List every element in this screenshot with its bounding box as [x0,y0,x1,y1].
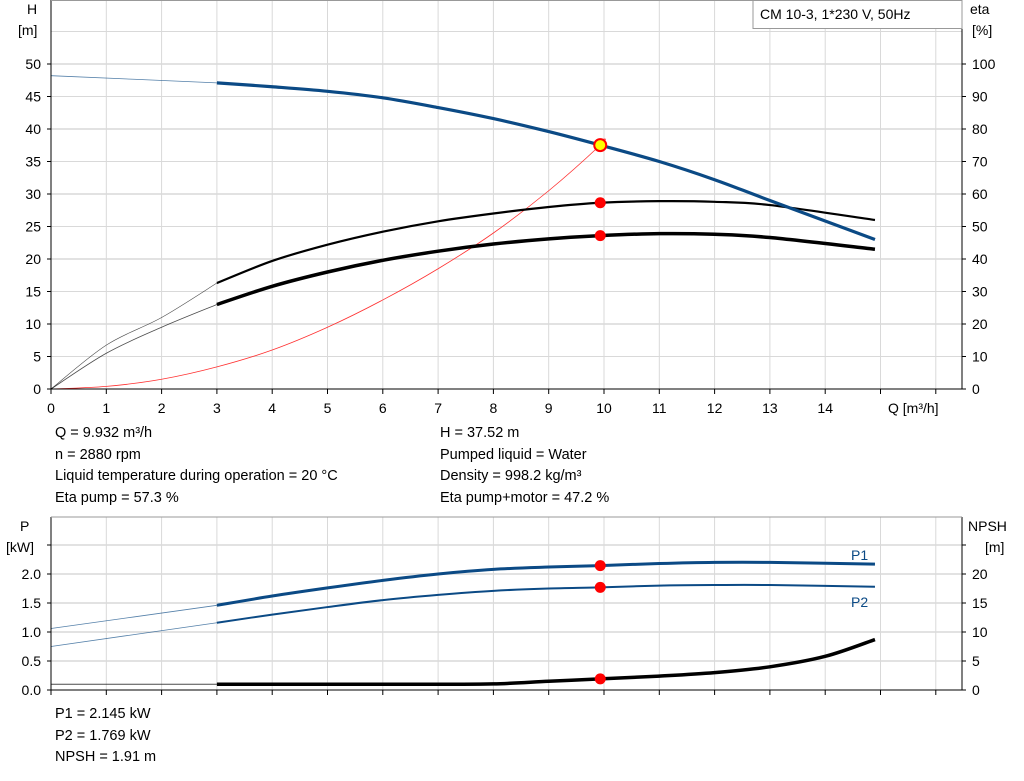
y-tick-label: 0.5 [22,653,42,669]
head-curve-thin [50,75,217,84]
y-tick-label: 25 [25,219,41,235]
npsh-curve [216,637,876,686]
info-eta-pump-motor: Eta pump+motor = 47.2 % [440,489,610,506]
x-tick-label: 11 [652,400,667,416]
p1-curve-thin [50,604,217,629]
x-tick-label: 4 [268,400,276,416]
duty-point-marker [593,138,608,153]
npsh-axis-label: NPSH [968,518,1007,534]
p1-series-label: P1 [851,547,868,563]
y2-tick-label: 90 [972,89,988,105]
info-liquid: Pumped liquid = Water [440,446,587,463]
y2-tick-label: 15 [972,595,988,611]
grid-bottom [51,517,962,690]
x-tick-label: 12 [707,400,723,416]
eta-pump-motor-curve [216,231,876,307]
pump-title: CM 10-3, 1*230 V, 50Hz [760,6,910,22]
duty-info-left: Q = 9.932 m³/h n = 2880 rpm Liquid tempe… [55,423,338,509]
x-tick-label: 3 [213,400,221,416]
h-axis-unit: [m] [18,22,37,38]
y2-tick-label: 20 [972,566,988,582]
p-axis-label: P [20,518,29,534]
x-tick-label: 10 [596,400,612,416]
y-tick-label: 35 [25,154,41,170]
y-tick-label: 45 [25,89,41,105]
npsh-duty-marker [594,673,606,685]
npsh-axis-unit: [m] [985,539,1004,555]
y-tick-label: 5 [33,349,41,365]
x-tick-label: 6 [379,400,387,416]
x-tick-label: 5 [324,400,332,416]
y2-tick-label: 0 [972,682,980,698]
x-tick-label: 0 [47,400,55,416]
y-tick-label: 10 [25,316,41,332]
y2-tick-label: 60 [972,186,988,202]
x-tick-label: 14 [817,400,833,416]
x-tick-label: 9 [545,400,553,416]
curves [50,75,876,686]
info-p1: P1 = 2.145 kW [55,706,151,722]
legend-box [752,0,963,29]
eta-pump-curve [216,199,876,285]
y2-tick-label: 80 [972,121,988,137]
p1-curve [216,560,875,607]
info-temperature: Liquid temperature during operation = 20… [55,468,338,484]
p2-curve-thin [50,622,217,647]
p2-duty-marker [594,581,606,593]
y2-tick-label: 50 [972,219,988,235]
p1-duty-marker [594,560,606,572]
y2-tick-label: 5 [972,653,980,669]
eta-axis-label: eta [970,1,990,17]
eta-axis-unit: [%] [972,22,992,38]
head-curve [216,81,876,242]
y2-tick-label: 10 [972,624,988,640]
y-tick-label: 1.0 [22,624,42,640]
eta-pump-motor-curve-thin [50,304,218,390]
p-axis-unit: [kW] [6,539,34,555]
x-tick-label: 7 [434,400,442,416]
y-tick-label: 2.0 [22,566,42,582]
info-npsh: NPSH = 1.91 m [55,749,157,765]
y2-tick-label: 20 [972,316,988,332]
info-speed: n = 2880 rpm [55,446,141,463]
y-tick-label: 15 [25,284,41,300]
duty-info-power: P1 = 2.145 kW P2 = 1.769 kW NPSH = 1.91 … [55,704,156,769]
y2-tick-label: 30 [972,284,988,300]
axes [47,0,966,695]
y-tick-label: 0.0 [22,682,42,698]
x-tick-label: 8 [490,400,498,416]
q-axis-label: Q [m³/h] [888,400,939,416]
x-tick-label: 2 [158,400,166,416]
p2-curve [216,583,875,624]
info-head: H = 37.52 m [440,425,520,441]
info-density: Density = 998.2 kg/m³ [440,468,582,484]
y2-tick-label: 70 [972,154,988,170]
eta-pump-duty-marker [594,197,606,209]
y2-tick-label: 40 [972,251,988,267]
h-axis-label: H [27,1,37,17]
eta-pump-curve-thin [50,282,218,390]
info-p2: P2 = 1.769 kW [55,727,151,744]
y2-tick-label: 100 [972,56,996,72]
y-tick-label: 1.5 [22,595,42,611]
y-tick-label: 40 [25,121,41,137]
x-tick-label: 13 [762,400,778,416]
system-curve [50,138,606,390]
y2-tick-label: 10 [972,349,988,365]
eta-pump-motor-duty-marker [594,230,606,242]
y-tick-label: 50 [25,56,41,72]
y-tick-label: 30 [25,186,41,202]
info-flow: Q = 9.932 m³/h [55,425,153,441]
duty-info-right: H = 37.52 m Pumped liquid = Water Densit… [440,423,609,509]
p2-series-label: P2 [851,594,868,610]
tick-labels: 0 1 2 3 4 5 6 7 8 9 10 11 12 13 1405101520253035404550… [22,56,996,698]
y-tick-label: 0 [33,381,41,397]
x-tick-label: 1 [102,400,110,416]
y2-tick-label: 0 [972,381,980,397]
y-tick-label: 20 [25,251,41,267]
grid-top [51,0,962,389]
info-eta-pump: Eta pump = 57.3 % [55,489,179,506]
